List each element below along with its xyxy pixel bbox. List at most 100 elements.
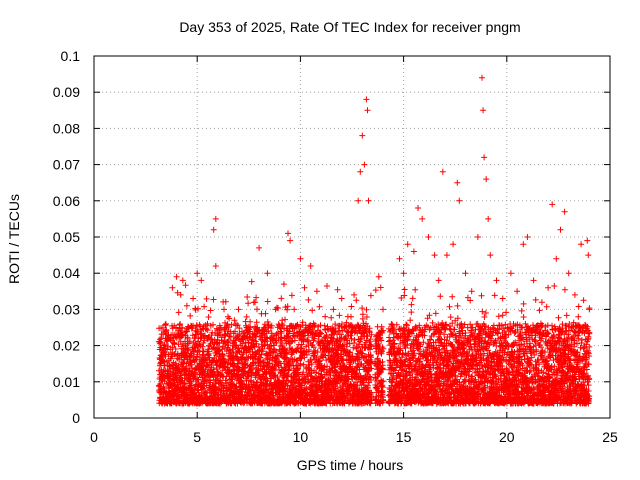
data-point bbox=[210, 321, 216, 328]
data-point bbox=[265, 321, 272, 328]
data-point bbox=[310, 344, 317, 351]
data-point bbox=[210, 296, 217, 303]
data-point bbox=[284, 333, 291, 340]
data-point bbox=[301, 380, 308, 387]
data-point bbox=[307, 372, 314, 379]
data-point bbox=[446, 303, 453, 310]
data-point bbox=[225, 342, 232, 349]
data-point bbox=[312, 322, 319, 329]
data-point bbox=[226, 333, 233, 339]
data-point bbox=[324, 283, 330, 289]
y-tick-label: 0.02 bbox=[53, 338, 80, 354]
data-point bbox=[264, 335, 271, 342]
data-point bbox=[228, 321, 235, 328]
x-tick-label: 5 bbox=[193, 429, 201, 445]
data-point bbox=[407, 317, 414, 324]
x-tick-label: 0 bbox=[90, 429, 98, 445]
data-point bbox=[273, 347, 279, 354]
data-point bbox=[295, 373, 302, 380]
data-point bbox=[180, 360, 187, 366]
data-point bbox=[185, 324, 192, 331]
data-point bbox=[187, 312, 194, 319]
data-point bbox=[182, 365, 189, 372]
data-point bbox=[283, 372, 290, 379]
data-point bbox=[236, 325, 243, 332]
data-point bbox=[323, 332, 330, 338]
data-point bbox=[279, 322, 286, 329]
data-point bbox=[447, 314, 454, 321]
data-point bbox=[295, 365, 301, 372]
data-point bbox=[207, 307, 214, 314]
data-point bbox=[313, 369, 319, 376]
data-point bbox=[264, 378, 271, 385]
data-point bbox=[308, 357, 314, 364]
data-point bbox=[244, 294, 251, 300]
data-point bbox=[304, 336, 311, 343]
data-point bbox=[163, 326, 170, 333]
data-point bbox=[224, 321, 231, 328]
data-point bbox=[225, 337, 232, 343]
data-point bbox=[173, 324, 179, 331]
data-point bbox=[408, 309, 415, 316]
x-tick-label: 15 bbox=[396, 429, 412, 445]
data-point bbox=[449, 293, 456, 300]
data-point bbox=[481, 314, 488, 320]
data-point bbox=[253, 319, 260, 326]
data-point bbox=[286, 328, 293, 335]
data-point bbox=[259, 348, 266, 355]
data-point bbox=[286, 367, 292, 374]
data-point bbox=[325, 326, 332, 333]
data-point bbox=[157, 336, 163, 343]
data-point bbox=[253, 294, 260, 301]
data-point bbox=[298, 355, 305, 362]
data-point bbox=[274, 353, 281, 360]
data-point bbox=[161, 341, 168, 348]
data-point bbox=[174, 289, 181, 296]
data-point bbox=[334, 286, 341, 293]
data-point bbox=[247, 377, 254, 384]
y-tick-label: 0.06 bbox=[53, 193, 80, 209]
data-point bbox=[177, 328, 184, 335]
data-point bbox=[303, 385, 310, 392]
data-point bbox=[303, 351, 310, 358]
data-point bbox=[273, 330, 280, 337]
data-points bbox=[155, 74, 593, 407]
data-point bbox=[478, 292, 485, 299]
data-point bbox=[288, 292, 295, 299]
chart-title: Day 353 of 2025, Rate Of TEC Index for r… bbox=[179, 19, 520, 35]
data-point bbox=[308, 361, 315, 368]
data-point bbox=[261, 342, 268, 349]
y-tick-label: 0.08 bbox=[53, 120, 80, 136]
data-point bbox=[351, 337, 358, 343]
data-point bbox=[293, 348, 300, 355]
data-point bbox=[239, 388, 246, 395]
y-tick-label: 0.04 bbox=[53, 265, 80, 281]
y-tick-label: 0.09 bbox=[53, 84, 80, 100]
data-point bbox=[327, 372, 334, 379]
data-point bbox=[284, 303, 291, 310]
data-point bbox=[221, 352, 227, 359]
y-tick-label: 0 bbox=[72, 410, 80, 426]
data-point bbox=[254, 306, 260, 313]
data-point bbox=[305, 296, 312, 303]
data-point bbox=[318, 330, 324, 337]
data-point bbox=[246, 333, 253, 340]
data-point bbox=[328, 314, 335, 321]
data-point bbox=[282, 316, 288, 323]
data-point bbox=[300, 369, 307, 376]
data-point bbox=[297, 360, 304, 367]
data-point bbox=[348, 303, 355, 310]
data-point bbox=[479, 308, 486, 315]
y-tick-label: 0.07 bbox=[53, 157, 80, 173]
data-point bbox=[243, 349, 250, 356]
data-point bbox=[412, 286, 419, 293]
data-point bbox=[188, 361, 194, 368]
data-point bbox=[262, 310, 269, 317]
data-point bbox=[177, 321, 184, 327]
data-point bbox=[299, 351, 306, 358]
y-tick-label: 0.05 bbox=[53, 229, 80, 245]
data-point bbox=[336, 312, 343, 319]
y-tick-label: 0.1 bbox=[61, 48, 81, 64]
data-point bbox=[253, 333, 260, 340]
